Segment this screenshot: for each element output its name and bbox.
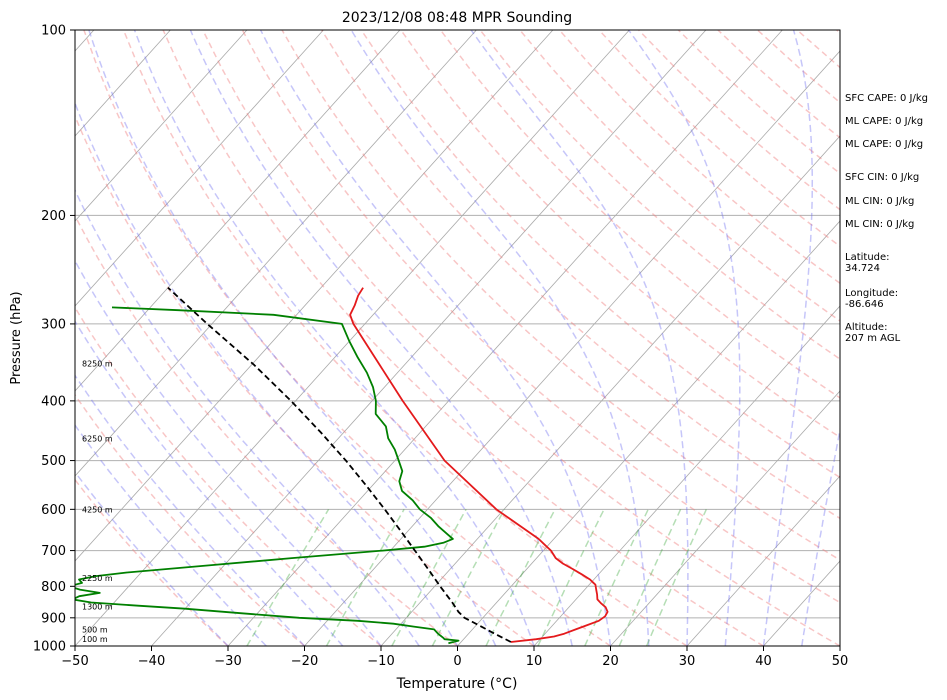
height-label: 100 m: [82, 635, 108, 644]
ml-cin-text-2: ML CIN: 0 J/kg: [845, 219, 915, 230]
height-label: 500 m: [82, 625, 108, 634]
x-tick-label: −10: [367, 654, 394, 669]
height-label: 4250 m: [82, 505, 113, 514]
height-label: 8250 m: [82, 360, 113, 369]
y-tick-label: 1000: [33, 640, 66, 655]
isotherm-line: [151, 30, 707, 646]
moist-adiabat: [627, 30, 741, 646]
dry-adiabat: [281, 30, 840, 561]
temperature-profile: [349, 287, 609, 643]
mixing-ratio-line: [246, 508, 330, 646]
isotherm-line: [75, 30, 324, 307]
isotherm-line: [75, 30, 554, 562]
background-lines: [75, 30, 840, 646]
height-label: 1300 m: [82, 603, 113, 612]
dewpoint-profile: [75, 306, 460, 645]
isotherm-line: [75, 30, 630, 646]
isotherm-line: [533, 305, 840, 646]
x-tick-label: 30: [679, 654, 696, 669]
dry-adiabat: [162, 30, 764, 646]
isotherm-line: [227, 30, 783, 646]
dry-adiabat: [83, 30, 611, 646]
series-layer: [75, 287, 609, 645]
mixing-ratio-line: [431, 508, 506, 646]
isotherm-line: [75, 30, 171, 137]
x-tick-label: 10: [526, 654, 543, 669]
dry-adiabat: [122, 30, 688, 646]
ml-cin-text: ML CIN: 0 J/kg: [845, 196, 915, 207]
altitude-text: Altitude: 207 m AGL: [845, 322, 901, 344]
moist-adiabat: [75, 188, 420, 646]
isotherm-line: [75, 30, 248, 222]
x-tick-label: 0: [453, 654, 461, 669]
isotherm-line: [380, 135, 840, 646]
moist-adiabat: [88, 30, 497, 646]
x-tick-label: 50: [832, 654, 849, 669]
y-tick-label: 300: [41, 317, 66, 332]
x-axis-label: Temperature (°C): [396, 676, 518, 692]
mixing-ratio-line: [537, 508, 605, 646]
moist-adiabat: [133, 30, 535, 646]
ml-cape-text-2: ML CAPE: 0 J/kg: [845, 139, 924, 150]
x-tick-label: 20: [602, 654, 619, 669]
dry-adiabat: [75, 306, 382, 646]
chart-title: 2023/12/08 08:48 MPR Sounding: [342, 10, 572, 26]
sfc-cape-text: SFC CAPE: 0 J/kg: [845, 93, 928, 104]
moist-adiabat: [75, 374, 306, 646]
ml-cape-text: ML CAPE: 0 J/kg: [845, 116, 924, 127]
moist-adiabat: [801, 426, 840, 646]
dry-adiabat: [202, 30, 840, 646]
dry-adiabat: [75, 114, 535, 646]
y-axis-label: Pressure (hPa): [9, 291, 24, 384]
y-tick-label: 600: [41, 503, 66, 518]
moist-adiabat: [75, 101, 459, 646]
x-tick-label: 40: [755, 654, 772, 669]
latitude-text: Latitude: 34.724: [845, 252, 890, 274]
y-tick-label: 500: [41, 454, 66, 469]
height-label: 6250 m: [82, 434, 113, 443]
isotherm-line: [610, 390, 840, 646]
isotherm-line: [304, 50, 840, 646]
y-tick-label: 100: [41, 24, 66, 39]
mixing-ratio-line: [485, 508, 556, 646]
sfc-cin-text: SFC CIN: 0 J/kg: [845, 172, 920, 183]
height-label: 2250 m: [82, 574, 113, 583]
y-tick-label: 200: [41, 209, 66, 224]
dry-adiabat: [479, 30, 840, 360]
x-tick-label: −40: [138, 654, 165, 669]
isotherm-line: [75, 30, 477, 477]
moist-adiabat: [259, 30, 612, 646]
moist-adiabat: [75, 423, 267, 646]
y-tick-label: 700: [41, 544, 66, 559]
mixing-ratio-line: [325, 508, 405, 646]
moist-adiabat: [75, 259, 382, 646]
moist-adiabat: [75, 470, 229, 646]
longitude-text: Longitude: -86.646: [845, 288, 899, 310]
dry-adiabat: [241, 30, 840, 604]
y-tick-label: 400: [41, 394, 66, 409]
isotherm-line: [75, 30, 401, 392]
x-tick-label: −50: [61, 654, 88, 669]
x-tick-label: −30: [214, 654, 241, 669]
dry-adiabat: [558, 30, 840, 285]
moist-adiabat: [75, 319, 344, 646]
dry-adiabat: [75, 478, 229, 646]
x-tick-label: −20: [291, 654, 318, 669]
dry-adiabat: [75, 393, 305, 646]
y-tick-label: 800: [41, 580, 66, 595]
moist-adiabat: [470, 30, 689, 646]
moist-adiabat: [189, 30, 574, 646]
parcel-profile: [167, 287, 512, 643]
isotherm-line: [457, 220, 840, 646]
y-tick-label: 900: [41, 611, 66, 626]
isotherm-line: [686, 475, 840, 646]
dry-adiabat: [75, 214, 458, 646]
dry-adiabat: [320, 30, 840, 520]
dry-adiabat: [519, 30, 840, 322]
axis-ticks: −50 −40 −30 −20 −10 0 10 20 30 40 50 100 200 300 400 50…: [33, 24, 848, 670]
